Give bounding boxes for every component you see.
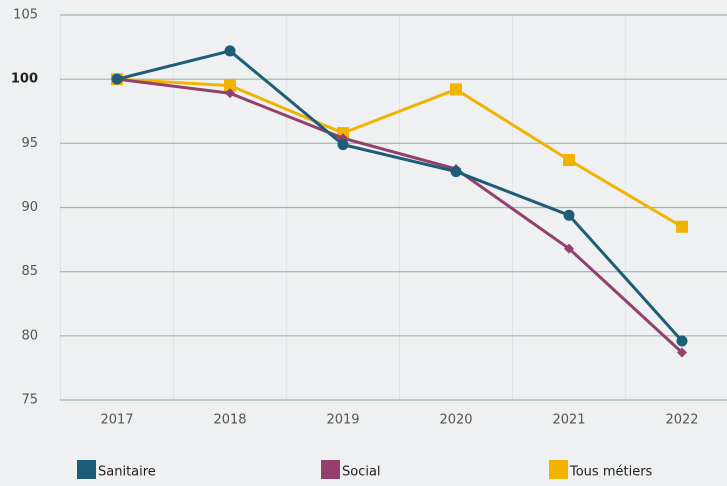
x-tick-label: 2020 xyxy=(439,413,472,428)
point xyxy=(224,79,236,92)
point xyxy=(563,209,575,221)
line xyxy=(116,77,683,229)
x-tick-label: 2019 xyxy=(326,413,359,428)
point xyxy=(225,88,235,99)
legend-swatch xyxy=(77,460,96,479)
y-tick-label: 105 xyxy=(13,8,38,23)
point xyxy=(450,83,462,96)
point xyxy=(564,243,574,254)
point xyxy=(676,335,688,347)
legend-swatch xyxy=(549,460,568,479)
y-tick-label: 95 xyxy=(21,136,38,151)
x-tick-label: 2017 xyxy=(100,413,133,428)
x-tick-label: 2018 xyxy=(213,413,246,428)
legend: Sanitaire Social Tous métiers xyxy=(77,460,653,480)
point xyxy=(450,166,462,178)
point xyxy=(337,139,349,151)
point xyxy=(676,220,688,233)
legend-label: Social xyxy=(342,465,381,480)
legend-swatch xyxy=(321,460,340,479)
point xyxy=(677,347,687,358)
line xyxy=(116,77,684,354)
line xyxy=(116,49,684,342)
point xyxy=(224,45,236,57)
point xyxy=(111,73,123,85)
y-tick-label: 75 xyxy=(21,393,38,408)
y-tick-label: 90 xyxy=(21,200,38,215)
x-tick-label: 2021 xyxy=(552,413,585,428)
legend-label: Sanitaire xyxy=(98,465,156,480)
y-tick-label: 100 xyxy=(11,72,38,87)
y-tick-label: 85 xyxy=(21,264,38,279)
legend-label: Tous métiers xyxy=(569,465,653,480)
y-tick-label: 80 xyxy=(21,328,38,343)
point xyxy=(563,154,575,167)
x-tick-label: 2022 xyxy=(665,413,698,428)
